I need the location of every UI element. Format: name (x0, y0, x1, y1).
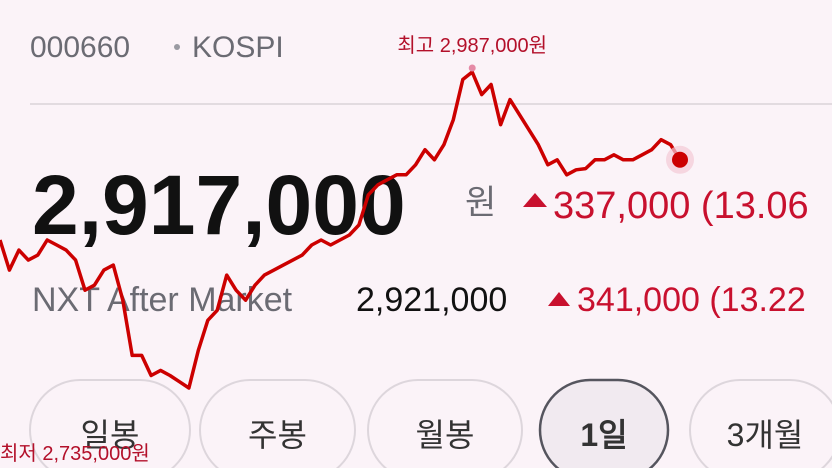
current-point (672, 151, 688, 168)
tab-label[interactable]: 3개월 (727, 417, 804, 453)
tab-bar: 일봉 주봉 월봉 1일 3개월 (29, 378, 832, 468)
after-market-change: 341,000 (13.22 (577, 281, 806, 319)
price-unit: 원 (465, 184, 496, 222)
tab-button[interactable] (367, 379, 523, 468)
low-label: 최저 2,735,000원 (0, 442, 150, 465)
stock-code: 000660 (30, 31, 130, 64)
tab-label[interactable]: 주봉 (248, 417, 307, 453)
high-label: 최고 2,987,000원 (397, 34, 547, 57)
market: KOSPI (192, 31, 284, 64)
after-market-price: 2,921,000 (356, 281, 507, 319)
price-line (0, 70, 682, 390)
tab-label[interactable]: 일봉 (81, 417, 140, 453)
tab-button[interactable] (538, 378, 670, 468)
price: 2,917,000 (32, 158, 406, 252)
tab-button[interactable] (29, 379, 191, 468)
tab-label[interactable]: 1일 (580, 417, 627, 453)
tab-button[interactable] (199, 379, 356, 468)
separator-dot (174, 44, 180, 50)
tab-button[interactable] (689, 379, 832, 468)
after-market-label: NXT After Market (32, 281, 293, 319)
up-arrow (523, 193, 547, 207)
tab-label[interactable]: 월봉 (416, 417, 475, 453)
price-change: 337,000 (13.06 (553, 185, 809, 227)
up-arrow (548, 292, 570, 306)
high-marker (468, 64, 476, 72)
